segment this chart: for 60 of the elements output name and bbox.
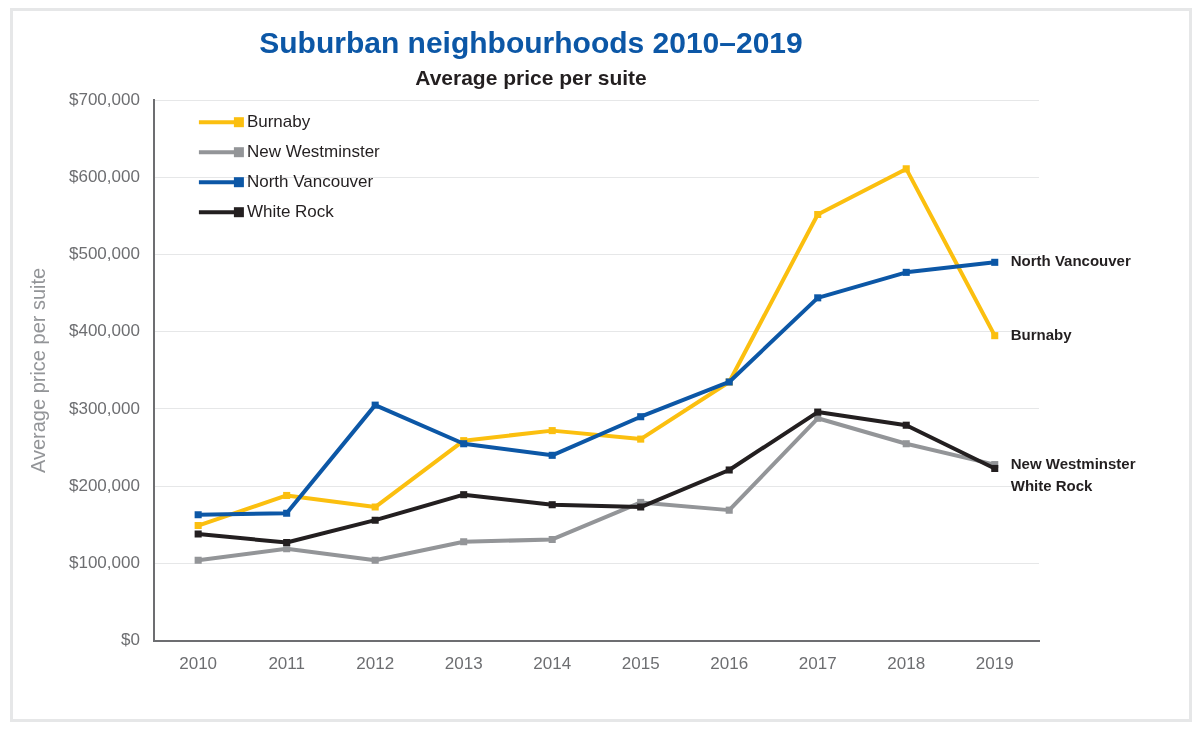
point [991,332,999,340]
point [814,408,822,416]
x-tick-label: 2015 [621,654,660,674]
y-tick-label: $700,000 [69,89,140,109]
text: New Westminster [1010,454,1136,472]
y-tick-label: $0 [120,630,140,650]
x-tick-label: 2018 [887,654,926,674]
point [371,401,379,409]
x-tick-label: 2013 [444,654,483,674]
point [548,427,556,435]
point [194,511,202,519]
point [725,506,733,514]
text: North Vancouver [1010,252,1131,270]
point [371,516,379,524]
point [371,503,379,511]
point [814,294,822,302]
point [548,451,556,459]
y-tick-label: $300,000 [69,398,140,418]
y-tick-label: $200,000 [69,475,140,495]
point [460,538,468,546]
legend-label: North Vancouver [246,171,374,191]
point [283,509,291,517]
x-tick-label: 2010 [179,654,218,674]
point [902,440,910,448]
x-tick-label: 2017 [798,654,837,674]
point [548,535,556,543]
point [637,435,645,443]
point [902,421,910,429]
point [548,501,556,509]
point [194,556,202,564]
x-tick-label: 2012 [356,654,395,674]
chart-title: Suburban neighbourhoods 2010–2019 [259,26,803,60]
point [194,530,202,538]
point [814,210,822,218]
x-tick-label: 2016 [710,654,749,674]
legend-label: Burnaby [246,111,311,131]
x-tick-label: 2011 [268,654,305,674]
x-tick-label: 2014 [533,654,572,674]
y-axis-title: Average price per suite [26,267,49,474]
point [371,556,379,564]
text: Burnaby [1010,325,1072,343]
point [637,503,645,511]
x-tick-label: 2019 [975,654,1014,674]
point [283,491,291,499]
point [460,491,468,499]
point [725,466,733,474]
y-tick-label: $500,000 [69,244,140,264]
point [283,539,291,547]
point [902,268,910,276]
point [991,258,999,266]
point [194,522,202,530]
y-tick-label: $400,000 [69,321,140,341]
point [902,165,910,173]
legend-label: White Rock [246,201,335,221]
text: White Rock [1010,476,1093,494]
y-tick-label: $100,000 [69,553,140,573]
chart-subtitle: Average price per suite [415,66,647,90]
legend-label: New Westminster [246,141,381,161]
point [637,413,645,421]
y-tick-label: $600,000 [69,167,140,187]
